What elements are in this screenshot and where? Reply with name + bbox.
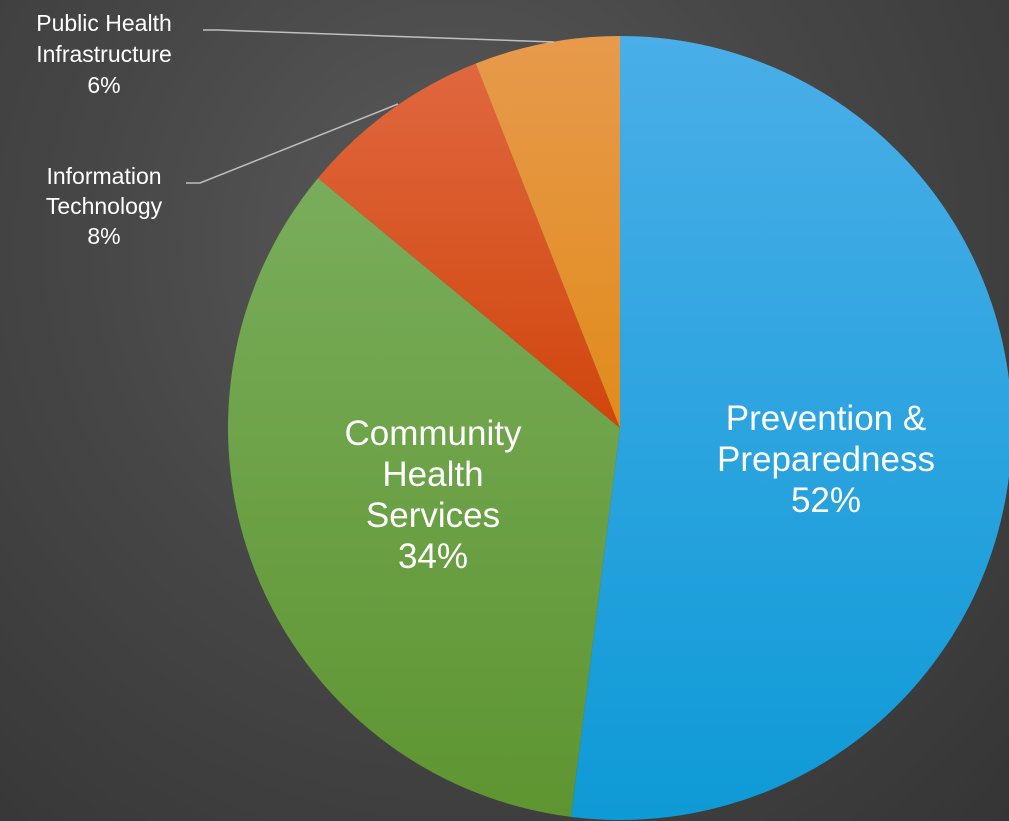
pie-slice-prevention-and-preparedness [570, 36, 1009, 820]
pie-slice-public-health-infrastructure [475, 36, 620, 428]
leader-line-public-health-infrastructure [203, 29, 555, 43]
data-label-public-health-infrastructure: Public Health Infrastructure 6% [36, 10, 172, 98]
data-labels: Prevention & Preparedness 52% Community Heal… [36, 10, 935, 576]
pie-slice-community-health-services [228, 178, 620, 817]
pie-slices [228, 36, 1009, 820]
data-label-prevention-and-preparedness: Prevention & Preparedness 52% [717, 399, 935, 520]
data-label-community-health-services: Community Health Services 34% [345, 414, 522, 576]
data-label-information-technology: Information Technology 8% [46, 163, 163, 249]
leader-line-information-technology [186, 103, 399, 184]
leader-lines [186, 29, 555, 184]
pie-slice-information-technology [317, 63, 620, 428]
